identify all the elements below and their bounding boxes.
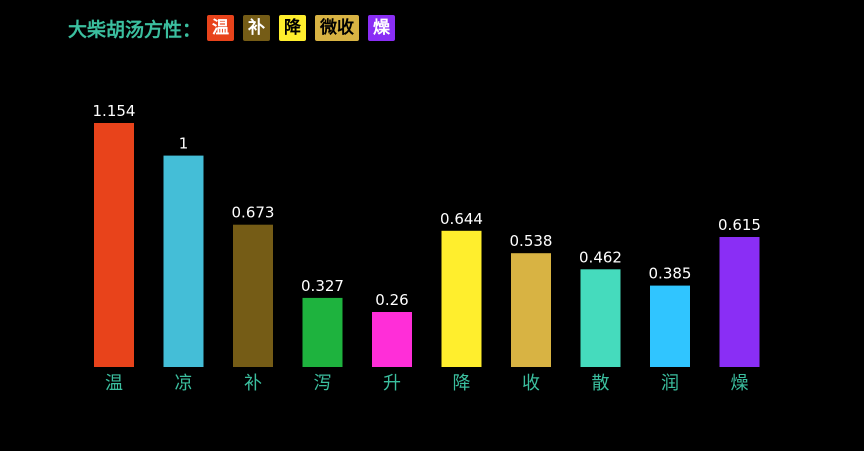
value-label-wen: 1.154 [93, 102, 136, 120]
category-label-bu: 补 [244, 373, 262, 394]
bar-run [650, 285, 690, 367]
category-label-wen: 温 [105, 373, 123, 394]
tag-bu: 补 [243, 15, 271, 41]
value-label-jiang: 0.644 [440, 210, 483, 228]
value-label-sheng: 0.26 [375, 291, 408, 309]
category-label-shou: 收 [522, 373, 540, 394]
chart-header: 大柴胡汤方性： 温 补 降 微收 燥 [68, 14, 404, 42]
bar-san [580, 269, 621, 367]
value-label-bu: 0.673 [232, 204, 275, 222]
chart-title: 大柴胡汤方性： [68, 18, 202, 41]
value-label-san: 0.462 [579, 248, 622, 266]
value-label-run: 0.385 [649, 265, 692, 283]
bar-shou [511, 253, 551, 367]
value-label-zao: 0.615 [718, 216, 761, 234]
category-label-zao: 燥 [731, 373, 749, 394]
bar-wen [94, 123, 134, 367]
value-label-liang: 1 [179, 135, 189, 153]
category-label-liang: 凉 [175, 373, 193, 394]
category-label-run: 润 [661, 373, 679, 394]
tag-wen: 温 [207, 15, 235, 41]
bar-bu [233, 224, 273, 367]
bar-xie [302, 297, 343, 367]
category-label-sheng: 升 [383, 373, 401, 394]
value-label-xie: 0.327 [301, 277, 344, 295]
category-label-xie: 泻 [314, 373, 332, 394]
bar-sheng [372, 312, 412, 367]
tag-zao: 燥 [368, 15, 396, 41]
bar-zao [719, 237, 760, 367]
tag-jiang: 降 [279, 15, 307, 41]
category-label-jiang: 降 [453, 373, 471, 394]
value-label-shou: 0.538 [510, 232, 553, 250]
bar-jiang [441, 230, 482, 367]
tag-weishou: 微收 [315, 15, 360, 41]
bar-liang [163, 155, 204, 367]
category-label-san: 散 [592, 373, 610, 394]
